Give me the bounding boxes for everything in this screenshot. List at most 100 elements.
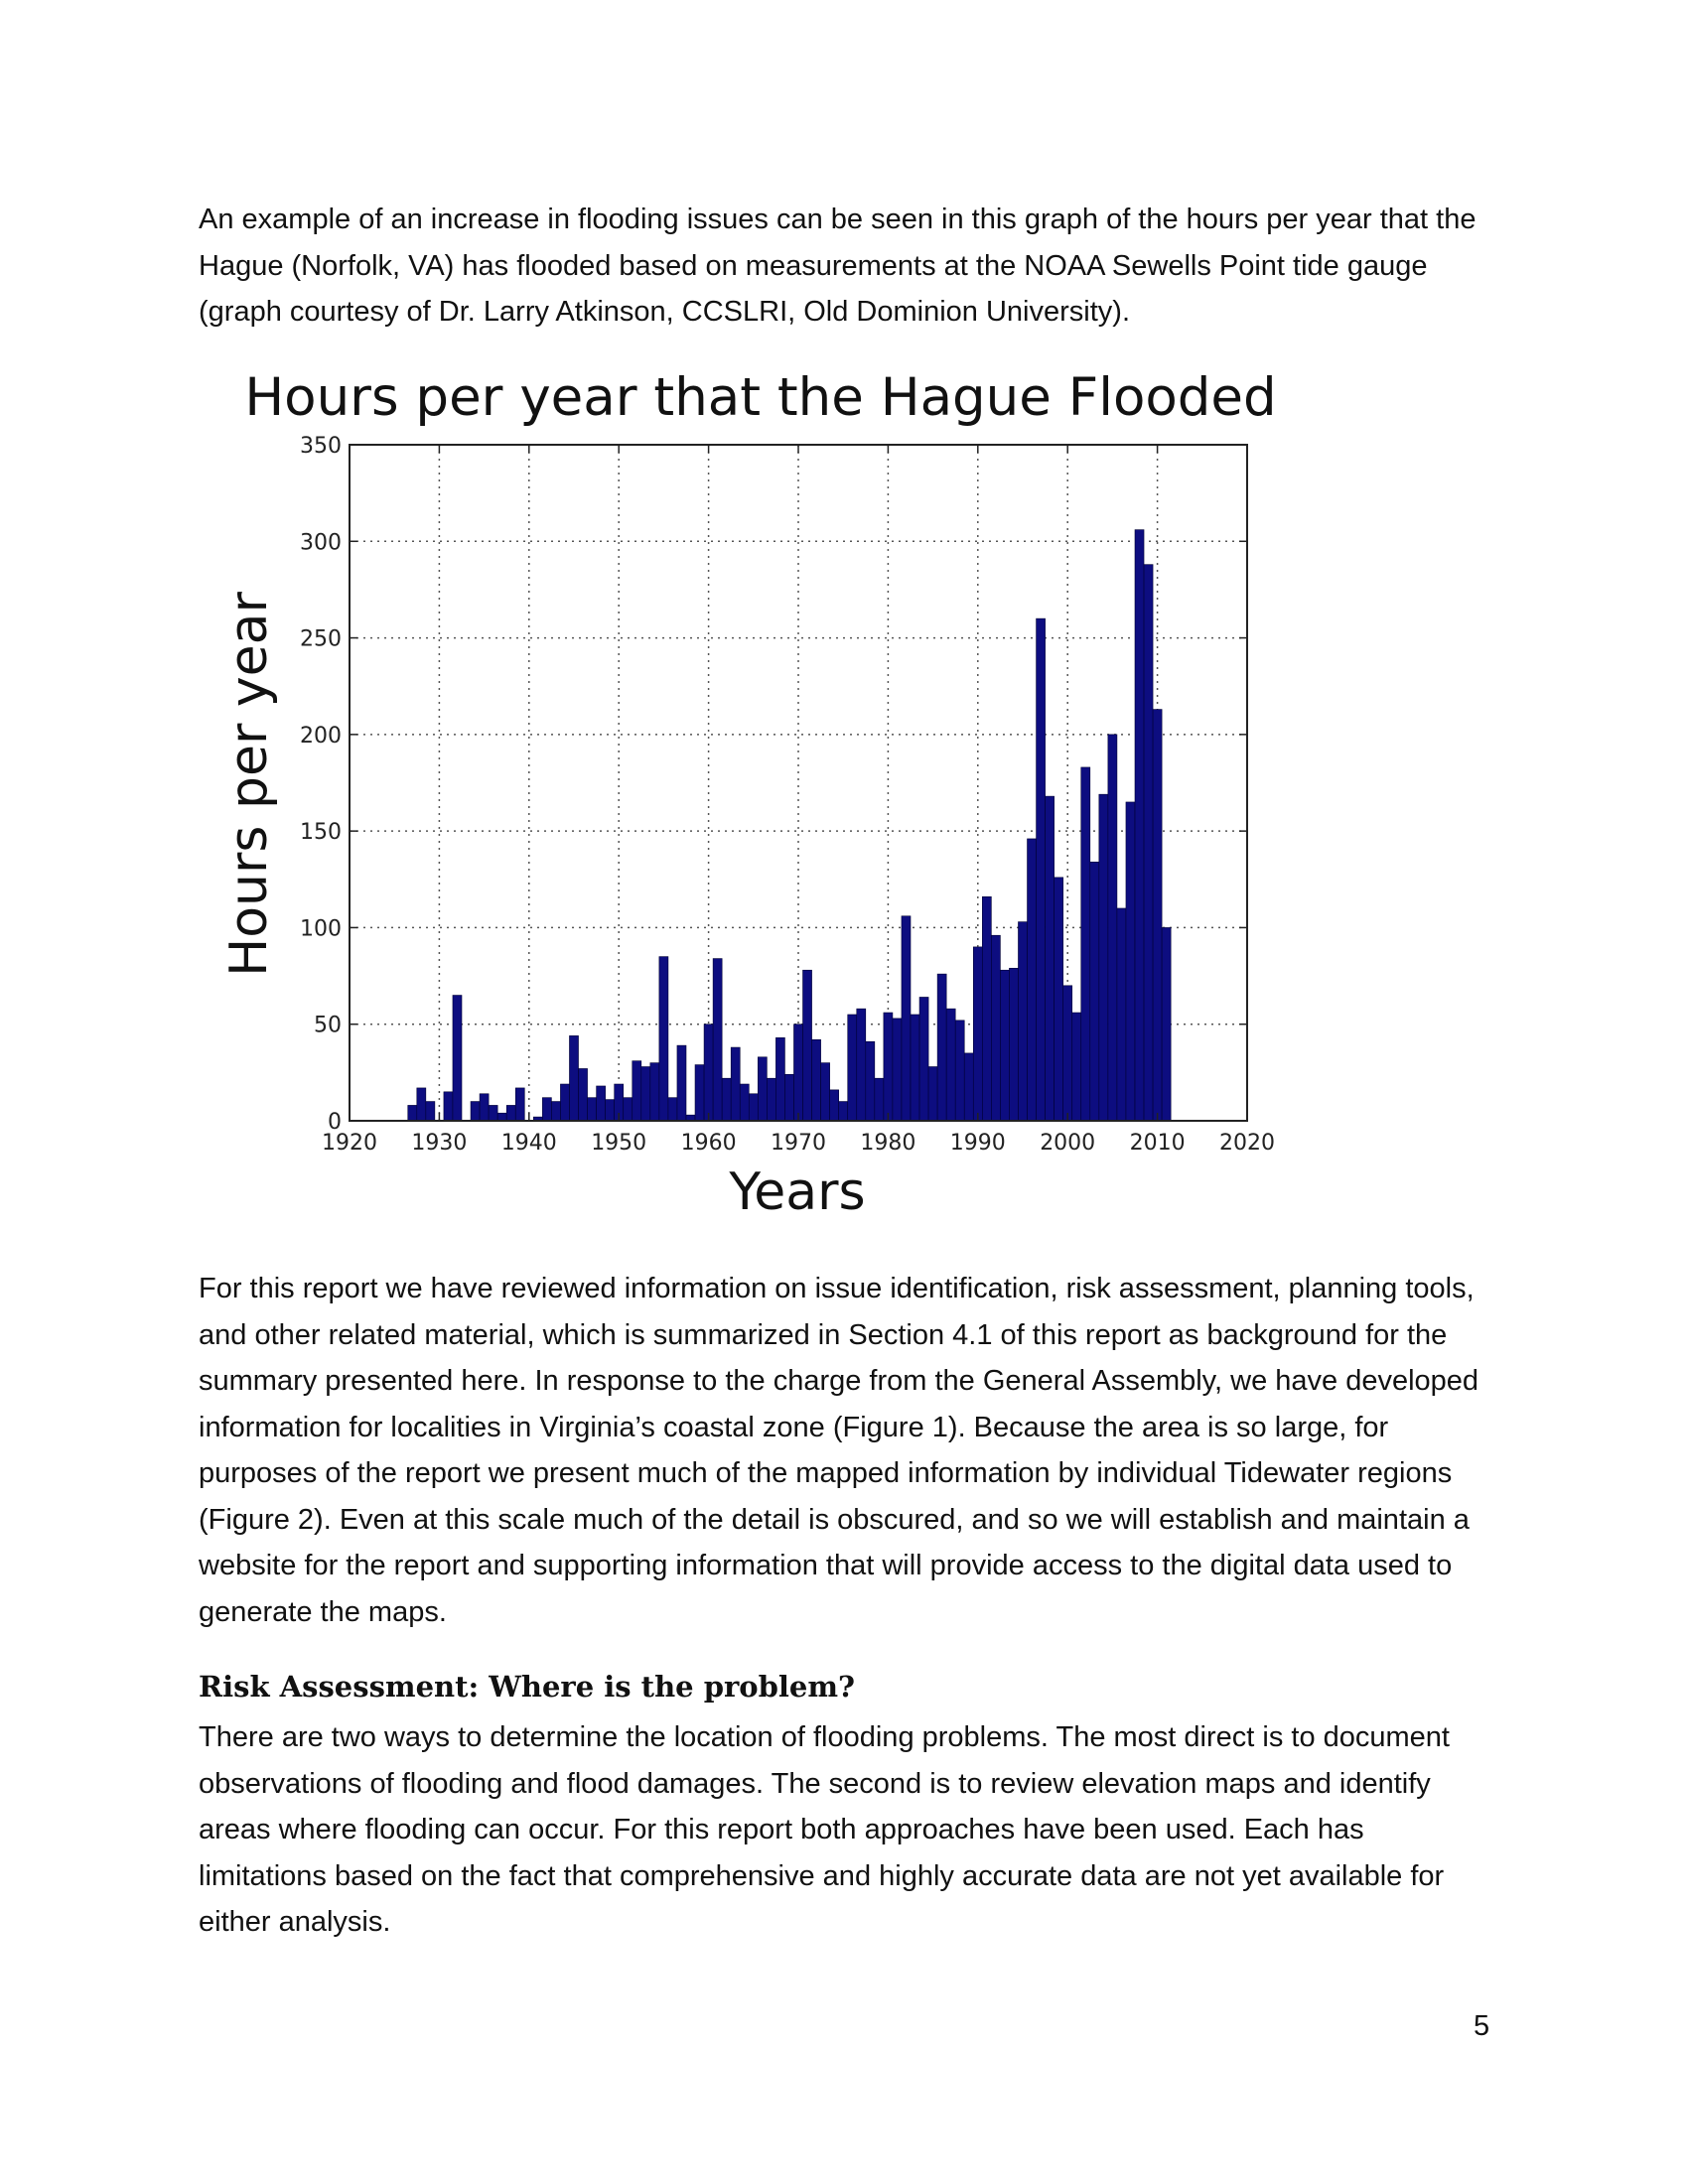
x-tick-label: 1960: [681, 1131, 737, 1156]
bar: [587, 1097, 597, 1122]
y-tick-label: 150: [300, 820, 342, 845]
x-tick-label: 2000: [1040, 1131, 1095, 1156]
chart-canvas: Hours per year that the Hague Flooded 19…: [219, 367, 1277, 1222]
bar: [784, 1074, 794, 1122]
x-axis-label: Years: [728, 1162, 865, 1222]
bar: [918, 997, 929, 1122]
bar: [748, 1093, 759, 1122]
bar: [496, 1112, 507, 1122]
x-tick-label: 1940: [501, 1131, 557, 1156]
bar: [1116, 907, 1127, 1122]
x-tick-label: 1930: [411, 1131, 467, 1156]
bar: [874, 1077, 885, 1122]
bar: [514, 1087, 525, 1122]
bar: [452, 995, 463, 1122]
bar: [479, 1093, 490, 1122]
x-tick-label: 2010: [1130, 1131, 1186, 1156]
bar: [425, 1101, 436, 1122]
risk-assessment-heading: Risk Assessment: Where is the problem?: [199, 1670, 856, 1704]
bar: [1143, 564, 1154, 1122]
bar: [847, 1014, 858, 1122]
bar: [936, 973, 947, 1122]
bar: [1045, 795, 1055, 1122]
bar: [703, 1024, 714, 1122]
bar: [443, 1091, 454, 1122]
bar: [1080, 766, 1091, 1122]
bar: [775, 1037, 785, 1122]
bar: [802, 969, 812, 1122]
review-paragraph: For this report we have reviewed informa…: [199, 1273, 1479, 1628]
bar: [578, 1068, 588, 1122]
bar: [829, 1089, 839, 1122]
x-tick-label: 1920: [322, 1131, 377, 1156]
bar: [551, 1101, 561, 1122]
bar: [596, 1085, 606, 1122]
bar: [954, 1020, 965, 1122]
bar: [963, 1052, 974, 1122]
bar: [667, 1097, 678, 1122]
bar: [640, 1066, 651, 1122]
x-tick-label: 1980: [860, 1131, 915, 1156]
y-tick-label: 250: [300, 627, 342, 652]
bar: [892, 1018, 903, 1122]
bar: [856, 1008, 867, 1122]
bar: [982, 895, 992, 1122]
flood-hours-chart: Hours per year that the Hague Flooded 19…: [216, 363, 1301, 1237]
intro-paragraph: An example of an increase in flooding is…: [199, 204, 1477, 328]
bar: [1125, 801, 1136, 1122]
x-tick-label: 2020: [1219, 1131, 1275, 1156]
bar: [569, 1035, 579, 1122]
bar: [623, 1097, 633, 1122]
bar: [658, 956, 669, 1122]
bar: [1134, 529, 1145, 1122]
y-axis-label: Hours per year: [219, 591, 279, 976]
bar: [676, 1044, 687, 1122]
bar: [901, 915, 912, 1122]
bar: [649, 1062, 660, 1122]
bar: [820, 1062, 830, 1122]
y-tick-label: 0: [328, 1110, 342, 1135]
bar: [1062, 985, 1073, 1122]
y-tick-label: 300: [300, 530, 342, 555]
bar: [505, 1105, 516, 1122]
bar: [767, 1077, 776, 1122]
bar: [416, 1087, 427, 1122]
y-tick-label: 350: [300, 434, 342, 459]
x-tick-label: 1990: [950, 1131, 1006, 1156]
bar: [811, 1038, 821, 1122]
bar: [945, 1008, 956, 1122]
bar: [721, 1077, 732, 1122]
bar: [1089, 861, 1100, 1122]
bar: [1036, 617, 1046, 1122]
bar: [865, 1040, 876, 1122]
bar: [1098, 793, 1109, 1122]
bar: [793, 1024, 803, 1122]
axis-ticks: 1920 1930 1940 1950 1960 1970 1980 1990 2000 2010…: [300, 434, 1275, 1156]
bar: [991, 934, 1001, 1122]
bar: [1107, 734, 1118, 1122]
bar: [1000, 969, 1010, 1122]
y-tick-label: 50: [314, 1014, 342, 1038]
bar: [1009, 967, 1019, 1122]
bar: [758, 1056, 768, 1122]
bar: [542, 1097, 552, 1122]
bar: [972, 946, 983, 1122]
bar: [730, 1046, 741, 1122]
x-tick-label: 1950: [591, 1131, 646, 1156]
bar: [712, 958, 723, 1122]
bar: [694, 1064, 705, 1122]
bar: [1161, 927, 1172, 1122]
y-tick-label: 200: [300, 724, 342, 749]
bar: [910, 1014, 920, 1122]
bar: [605, 1099, 615, 1122]
x-tick-label: 1970: [771, 1131, 826, 1156]
bar: [927, 1066, 938, 1122]
bar: [1054, 877, 1063, 1122]
bar: [883, 1012, 894, 1122]
chart-title: Hours per year that the Hague Flooded: [244, 367, 1276, 428]
bar: [470, 1101, 481, 1122]
bar: [739, 1083, 750, 1122]
bar: [838, 1101, 849, 1122]
y-tick-label: 100: [300, 916, 342, 941]
bar: [560, 1083, 570, 1122]
